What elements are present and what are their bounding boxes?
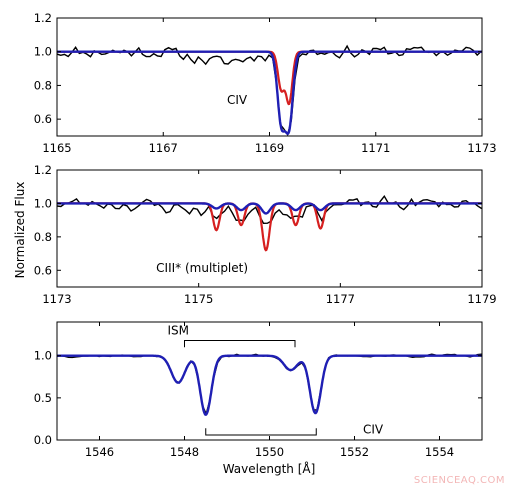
y-tick-label: 1.0 xyxy=(34,196,52,210)
x-tick-label: 1550 xyxy=(255,445,284,459)
model-blue-curve xyxy=(57,50,482,135)
x-tick-label: 1554 xyxy=(425,445,454,459)
panel-frame xyxy=(56,17,483,137)
panel-frame xyxy=(56,321,483,441)
panel-frame xyxy=(56,169,483,288)
x-axis-label: Wavelength [Å] xyxy=(223,461,316,476)
x-tick-label: 1175 xyxy=(184,292,213,306)
y-tick-label: 0.6 xyxy=(34,263,52,277)
observed-spectrum xyxy=(57,194,482,225)
y-tick-label: 1.2 xyxy=(34,163,52,177)
observed-spectrum xyxy=(57,44,482,136)
model-blue-curve xyxy=(57,354,482,417)
y-tick-label: 0.6 xyxy=(34,112,52,126)
x-tick-label: 1173 xyxy=(467,141,496,155)
model-blue-curve xyxy=(57,202,482,215)
y-tick-label: 0.8 xyxy=(34,230,52,244)
x-tick-label: 1546 xyxy=(85,445,114,459)
x-tick-label: 1548 xyxy=(170,445,199,459)
x-tick-label: 1552 xyxy=(340,445,369,459)
x-tick-label: 1165 xyxy=(42,141,71,155)
model-red-curve xyxy=(57,50,482,106)
y-tick-label: 1.2 xyxy=(34,11,52,25)
annotation-label: ISM xyxy=(168,324,190,338)
annotation-label: CIV xyxy=(363,422,384,436)
observed-spectrum xyxy=(57,353,482,417)
annotation-label: CIV xyxy=(227,93,248,107)
x-tick-label: 1179 xyxy=(467,292,496,306)
watermark: SCIENCEAQ.COM xyxy=(414,475,505,486)
y-axis-label: Normalized Flux xyxy=(13,182,27,279)
x-tick-label: 1169 xyxy=(255,141,284,155)
panel-3: 1546 1548 1550 1552 1554 0.0 0.5 1.0 ISM CIV xyxy=(34,321,483,459)
y-tick-label: 1.0 xyxy=(34,349,52,363)
panel-1: 1165 1167 1169 1171 1173 0.6 0.8 1.0 1.2 CIV xyxy=(34,11,497,155)
y-tick-label: 0.0 xyxy=(34,433,52,447)
y-tick-label: 1.0 xyxy=(34,45,52,59)
panel-2: 1173 1175 1177 1179 0.6 0.8 1.0 1.2 CIII* (multi… xyxy=(34,163,497,306)
x-tick-label: 1173 xyxy=(42,292,71,306)
y-tick-label: 0.8 xyxy=(34,78,52,92)
x-tick-label: 1177 xyxy=(326,292,355,306)
y-tick-label: 0.5 xyxy=(34,391,52,405)
x-tick-label: 1167 xyxy=(149,141,178,155)
civ-bracket xyxy=(205,428,317,436)
annotation-label: CIII* (multiplet) xyxy=(156,261,248,275)
ism-bracket xyxy=(184,340,296,348)
x-tick-label: 1171 xyxy=(361,141,390,155)
